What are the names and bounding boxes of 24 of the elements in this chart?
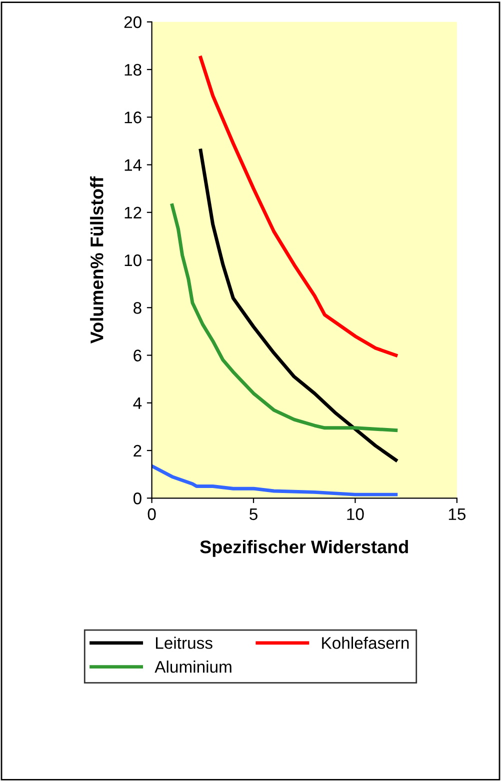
y-tick-label: 8 xyxy=(134,302,142,314)
x-tick-label: 0 xyxy=(148,508,156,520)
line-series xyxy=(170,204,398,432)
y-tick-label: 0 xyxy=(133,492,142,504)
y-tick-label: 4 xyxy=(133,397,142,409)
y-tick-label: 12 xyxy=(124,206,142,218)
legend-label: Leitruss xyxy=(156,636,212,649)
x-axis-title: Spezifischer Widerstand xyxy=(200,540,408,557)
y-tick-label: 20 xyxy=(124,16,142,28)
legend-label: Aluminium xyxy=(154,660,232,673)
line-series xyxy=(152,464,398,496)
y-tick-label: 16 xyxy=(124,112,142,124)
y-axis-title: Volumen% Füllstoff xyxy=(90,176,104,344)
y-tick-label: 6 xyxy=(134,350,142,362)
y-tick-label: 18 xyxy=(124,64,142,76)
y-tick-label: 2 xyxy=(134,444,142,457)
line-series xyxy=(198,148,398,462)
y-tick-label: 10 xyxy=(124,254,142,266)
x-tick-label: 10 xyxy=(347,508,364,520)
line-series xyxy=(198,56,398,357)
legend-label: Kohlefasern xyxy=(322,636,409,649)
x-tick-label: 5 xyxy=(250,508,258,520)
x-tick-label: 15 xyxy=(448,508,466,520)
y-tick-label: 14 xyxy=(124,159,142,171)
